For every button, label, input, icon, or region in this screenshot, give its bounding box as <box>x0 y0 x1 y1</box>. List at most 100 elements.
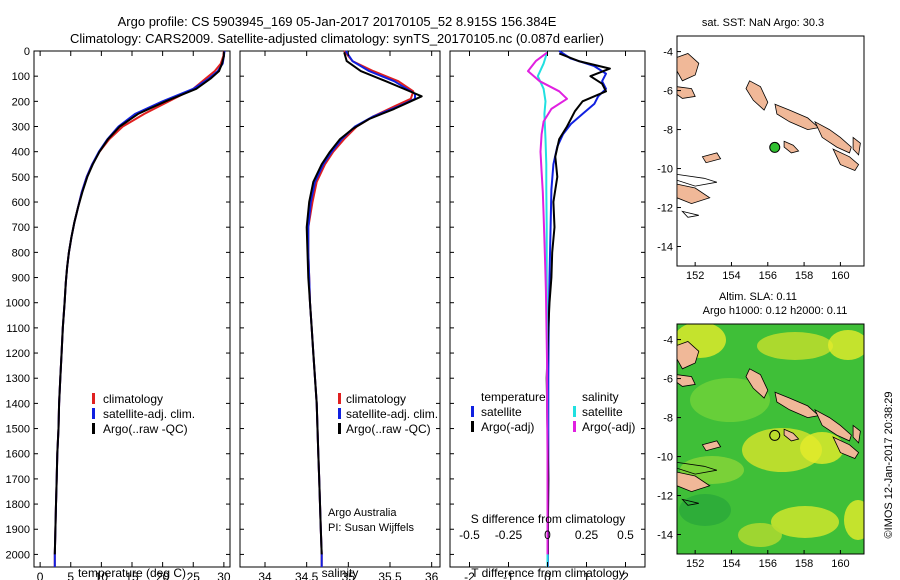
sla-map-title-line2: Argo h1000: 0.12 h2000: 0.11 <box>703 305 848 317</box>
sla-blobs <box>677 324 864 547</box>
x-tick-label: 0 <box>544 570 551 580</box>
reef-outline <box>677 461 718 475</box>
series-line <box>53 52 225 555</box>
lat-tick-label: -14 <box>657 530 673 542</box>
x-tick-label: 2 <box>622 570 629 580</box>
land-polygon <box>745 368 769 399</box>
lon-tick-label: 156 <box>759 270 777 282</box>
legend-header-temperature: temperature <box>481 390 546 404</box>
lat-tick-label: -4 <box>663 47 673 59</box>
depth-tick-label: 2000 <box>6 549 30 561</box>
depth-tick-label: 1900 <box>6 524 30 536</box>
x-tick-label: 34 <box>258 570 272 580</box>
lon-tick-label: 158 <box>795 558 813 570</box>
land-polygon <box>814 408 852 442</box>
lon-tick-label: 154 <box>722 558 740 570</box>
reef-outline <box>676 173 718 187</box>
series-line <box>527 51 568 555</box>
land-polygon <box>745 80 769 111</box>
x-tick-label: 15 <box>125 570 139 580</box>
reef-outline <box>681 210 699 218</box>
legend-swatch-climatology <box>92 393 95 404</box>
lat-tick-label: -12 <box>657 203 673 215</box>
legend-swatch-climatology <box>338 393 341 404</box>
argo-float-marker <box>769 429 781 441</box>
legend-swatch-temp-satellite <box>471 406 474 417</box>
land-polygon <box>677 341 700 370</box>
credit-line1: Argo Australia <box>328 507 397 519</box>
land-polygon <box>783 140 800 154</box>
legend-header-salinity: salinity <box>582 390 619 404</box>
x-tick-label: -2 <box>464 570 475 580</box>
x-tick-label: 36 <box>425 570 439 580</box>
legend-swatch-argo <box>92 423 95 434</box>
lat-tick-label: -8 <box>663 125 673 137</box>
s-tick-label: 0 <box>544 528 551 542</box>
x-tick-label: -1 <box>503 570 514 580</box>
temperature-panel: 0 5 10 15 20 25 30 temperature (deg C) climato… <box>33 50 231 580</box>
depth-tick-label: 1000 <box>6 298 30 310</box>
salinity-panel: 34 34.5 35 35.5 36 salinity climatology sate… <box>239 50 441 580</box>
series-line <box>307 50 415 567</box>
legend-label-satellite: satellite-adj. clim. <box>103 407 195 421</box>
x-tick-label: 35.5 <box>378 570 402 580</box>
temperature-legend: climatology satellite-adj. clim. Argo(..… <box>92 392 195 436</box>
legend-label-argo: Argo(..raw -QC) <box>346 422 431 436</box>
legend-label-climatology: climatology <box>103 392 163 406</box>
x-tick-label: 1 <box>583 570 590 580</box>
depth-tick-label: 600 <box>12 197 30 209</box>
legend-swatch-satellite <box>92 408 95 419</box>
lon-tick-label: 154 <box>722 270 740 282</box>
sla-map-title-line1: Altim. SLA: 0.11 <box>719 291 797 303</box>
legend-swatch-temp-argo <box>471 421 474 432</box>
legend-label-argo: Argo(..raw -QC) <box>103 422 188 436</box>
land-polygon <box>832 148 860 171</box>
land-polygon <box>701 440 722 452</box>
lat-tick-label: -4 <box>663 335 673 347</box>
depth-tick-label: 100 <box>12 71 30 83</box>
x-tick-label: 34.5 <box>295 570 319 580</box>
legend-label-sal-satellite: satellite <box>582 405 623 419</box>
t-difference-xlabel: T difference from climatology <box>471 566 625 580</box>
credit-line2: PI: Susan Wijffels <box>328 522 414 534</box>
depth-tick-label: 900 <box>12 273 30 285</box>
land-polygon <box>676 53 700 82</box>
lon-tick-label: 158 <box>795 270 813 282</box>
sla-map: Altim. SLA: 0.11 Argo h1000: 0.12 h2000:… <box>657 291 865 570</box>
lon-tick-label: 152 <box>686 558 704 570</box>
series-line <box>307 50 416 567</box>
difference-legend: temperature salinity satellite Argo(-adj… <box>471 390 635 434</box>
legend-label-satellite: satellite-adj. clim. <box>346 407 438 421</box>
legend-label-sal-argo: Argo(-adj) <box>582 420 635 434</box>
depth-tick-label: 500 <box>12 172 30 184</box>
lon-tick-label: 156 <box>759 558 777 570</box>
depth-axis-labels: 0 100 200 300 400 500 600 700 800 900 1000 1100 1200… <box>6 46 30 561</box>
difference-panel: -2 -1 0 1 2 -0.5 -0.25 0 0.25 0.5 S difference f… <box>449 50 646 580</box>
x-tick-label: 0 <box>37 570 44 580</box>
depth-tick-label: 0 <box>24 46 30 58</box>
legend-swatch-sal-argo <box>573 421 576 432</box>
land-polygon <box>701 152 722 164</box>
depth-tick-label: 1400 <box>6 398 30 410</box>
land-polygon <box>832 436 860 459</box>
depth-tick-label: 300 <box>12 122 30 134</box>
series-line <box>305 52 423 555</box>
legend-label-climatology: climatology <box>346 392 406 406</box>
x-tick-label: 20 <box>156 570 170 580</box>
x-tick-label: 35 <box>342 570 356 580</box>
depth-tick-label: 1300 <box>6 373 30 385</box>
legend-swatch-argo <box>338 423 341 434</box>
series-line <box>546 50 607 567</box>
land-polygon <box>677 471 711 493</box>
x-tick-label: 25 <box>187 570 201 580</box>
land-polygon <box>852 424 861 444</box>
land-polygon <box>814 120 852 154</box>
legend-swatch-sal-satellite <box>573 406 576 417</box>
land-polygon <box>774 103 820 131</box>
lat-tick-label: -6 <box>663 374 673 386</box>
sst-map-title: sat. SST: NaN Argo: 30.3 <box>702 17 824 29</box>
lon-tick-label: 160 <box>831 558 849 570</box>
reef-outline <box>681 498 699 506</box>
legend-label-temp-argo: Argo(-adj) <box>481 420 534 434</box>
